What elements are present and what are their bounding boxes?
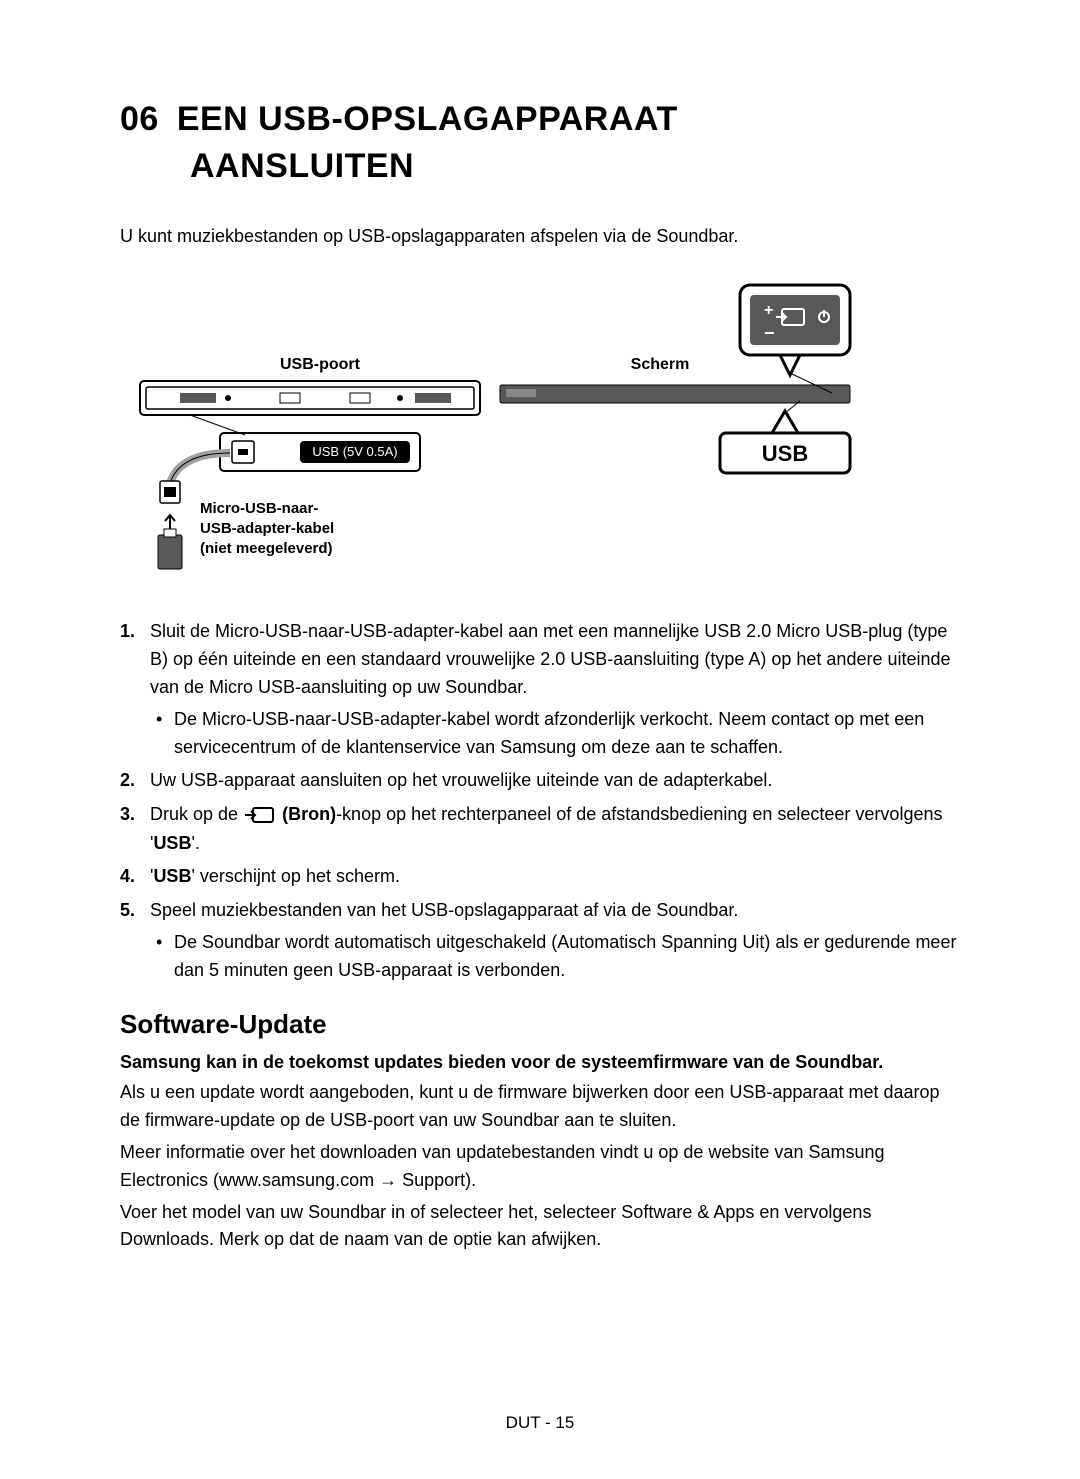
software-update-p1: Als u een update wordt aangeboden, kunt … [120,1079,960,1135]
intro-text: U kunt muziekbestanden op USB-opslagappa… [120,226,960,247]
step-1-bullet: De Micro-USB-naar-USB-adapter-kabel word… [150,706,960,762]
control-panel-icon: + − [740,285,850,393]
page-footer: DUT - 15 [0,1413,1080,1433]
step-1-sublist: De Micro-USB-naar-USB-adapter-kabel word… [150,706,960,762]
software-update-p3: Voer het model van uw Soundbar in of sel… [120,1199,960,1255]
step-1: 1. Sluit de Micro-USB-naar-USB-adapter-k… [120,618,960,761]
usb-port-box-icon: USB (5V 0.5A) [220,433,420,471]
svg-text:−: − [764,323,775,343]
steps-list: 1. Sluit de Micro-USB-naar-USB-adapter-k… [120,618,960,985]
software-update-p2: Meer informatie over het downloaden van … [120,1139,960,1195]
usb-poort-label: USB-poort [280,356,361,373]
usb-5v-label: USB (5V 0.5A) [312,444,397,459]
source-icon [245,802,275,830]
step-3: 3. Druk op de (Bron)-knop op het rechter… [120,801,960,857]
cable-label-2: USB-adapter-kabel [200,520,334,537]
section-title-text1: EEN USB-OPSLAGAPPARAAT [177,100,678,138]
usb-display-box: USB [720,401,850,473]
soundbar-front-icon [500,385,850,403]
soundbar-back-icon [140,381,480,415]
section-title-line2: AANSLUITEN [190,147,960,186]
step-2: 2. Uw USB-apparaat aansluiten op het vro… [120,767,960,795]
section-number: 06 [120,100,159,138]
scherm-label: Scherm [631,356,690,373]
software-update-title: Software-Update [120,1009,960,1040]
connection-diagram: USB-poort Scherm USB (5V 0.5A) [120,283,960,588]
step-5-sublist: De Soundbar wordt automatisch uitgeschak… [150,929,960,985]
cable-label-3: (niet meegeleverd) [200,540,333,557]
step-4: 4. 'USB' verschijnt op het scherm. [120,863,960,891]
svg-text:+: + [764,302,773,319]
step-5: 5. Speel muziekbestanden van het USB-ops… [120,897,960,985]
usb-display-text: USB [762,441,808,466]
section-title-line1: 06 EEN USB-OPSLAGAPPARAAT [120,100,960,139]
software-update-bold: Samsung kan in de toekomst updates biede… [120,1052,960,1073]
step-5-bullet: De Soundbar wordt automatisch uitgeschak… [150,929,960,985]
cable-label-1: Micro-USB-naar- [200,500,318,517]
